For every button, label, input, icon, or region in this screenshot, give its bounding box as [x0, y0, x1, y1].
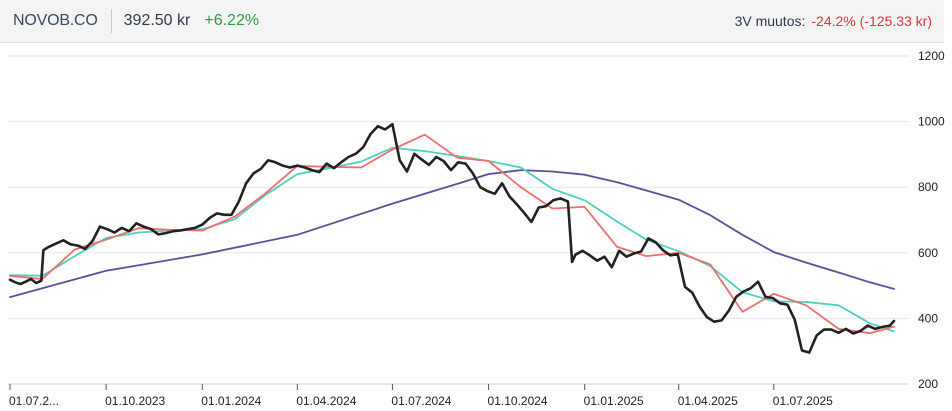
x-tick-label-5: 01.10.2024 [488, 394, 548, 408]
chart-axes: 200 400 600 800 1000 1200 01.07.2... 01.10.2023… [8, 49, 945, 408]
x-tick-label-1: 01.10.2023 [105, 394, 165, 408]
series-line-ma-long [9, 169, 895, 299]
header-divider [110, 9, 112, 33]
chart-grid [8, 55, 908, 385]
x-tick-label-6: 01.01.2025 [584, 394, 644, 408]
x-tick-label-2: 01.01.2024 [201, 394, 261, 408]
series-line-ma-mid [9, 146, 895, 333]
y-tick-label-800: 800 [918, 180, 938, 194]
quote-header: NOVOB.CO 392.50 kr +6.22% 3V muutos: -24… [0, 0, 944, 43]
y-tick-label-400: 400 [918, 311, 938, 325]
three-year-change-value: -24.2% (-125.33 kr) [811, 13, 932, 29]
ticker-symbol: NOVOB.CO [13, 12, 98, 29]
y-tick-label-200: 200 [918, 377, 938, 391]
chart-series [8, 122, 896, 354]
series-line-ma-short [9, 133, 895, 335]
x-tick-label-0: 01.07.2... [9, 394, 59, 408]
series-line-price [8, 122, 896, 354]
x-tick-label-3: 01.04.2024 [296, 394, 356, 408]
three-year-change-label: 3V muutos: [734, 13, 806, 29]
daily-change: +6.22% [204, 12, 260, 29]
current-price: 392.50 kr [123, 12, 191, 29]
x-tick-label-8: 01.07.2025 [773, 394, 833, 408]
y-tick-label-1000: 1000 [918, 115, 945, 129]
x-tick-label-4: 01.07.2024 [391, 394, 451, 408]
x-tick-label-7: 01.04.2025 [678, 394, 738, 408]
y-tick-label-1200: 1200 [918, 49, 945, 63]
y-tick-label-600: 600 [918, 246, 938, 260]
